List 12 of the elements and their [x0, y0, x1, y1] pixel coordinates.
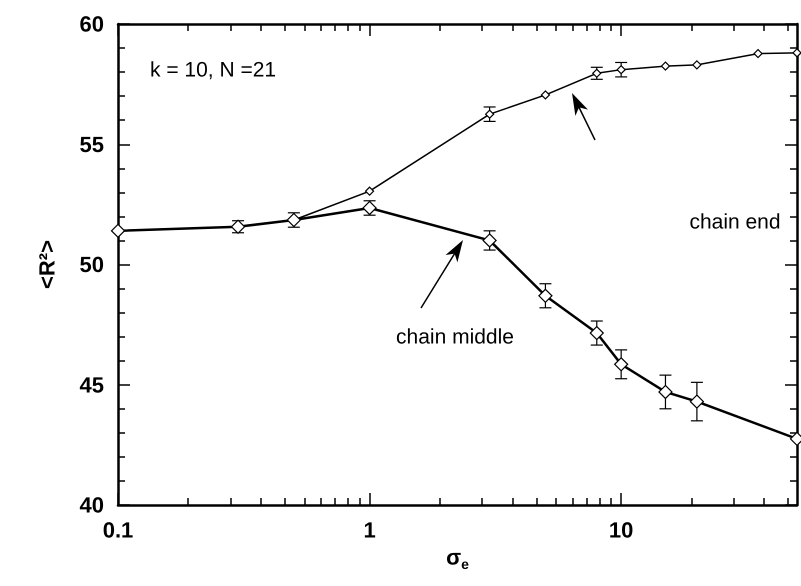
y-tick-label: 60 [80, 12, 104, 36]
x-tick-label: 1 [363, 518, 376, 542]
y-tick-label: 45 [80, 372, 104, 398]
y-tick-label: 40 [80, 492, 104, 518]
y-axis-title: <R²> [34, 240, 60, 289]
annotation: k = 10, N =21 [150, 58, 276, 82]
annotation: chain middle [396, 326, 514, 348]
annotation: chain end [689, 210, 781, 234]
y-tick-label: 50 [80, 252, 104, 277]
y-tick-label: 55 [80, 132, 104, 157]
x-tick-label: 10 [608, 518, 634, 542]
x-tick-label: 0.1 [102, 518, 134, 542]
